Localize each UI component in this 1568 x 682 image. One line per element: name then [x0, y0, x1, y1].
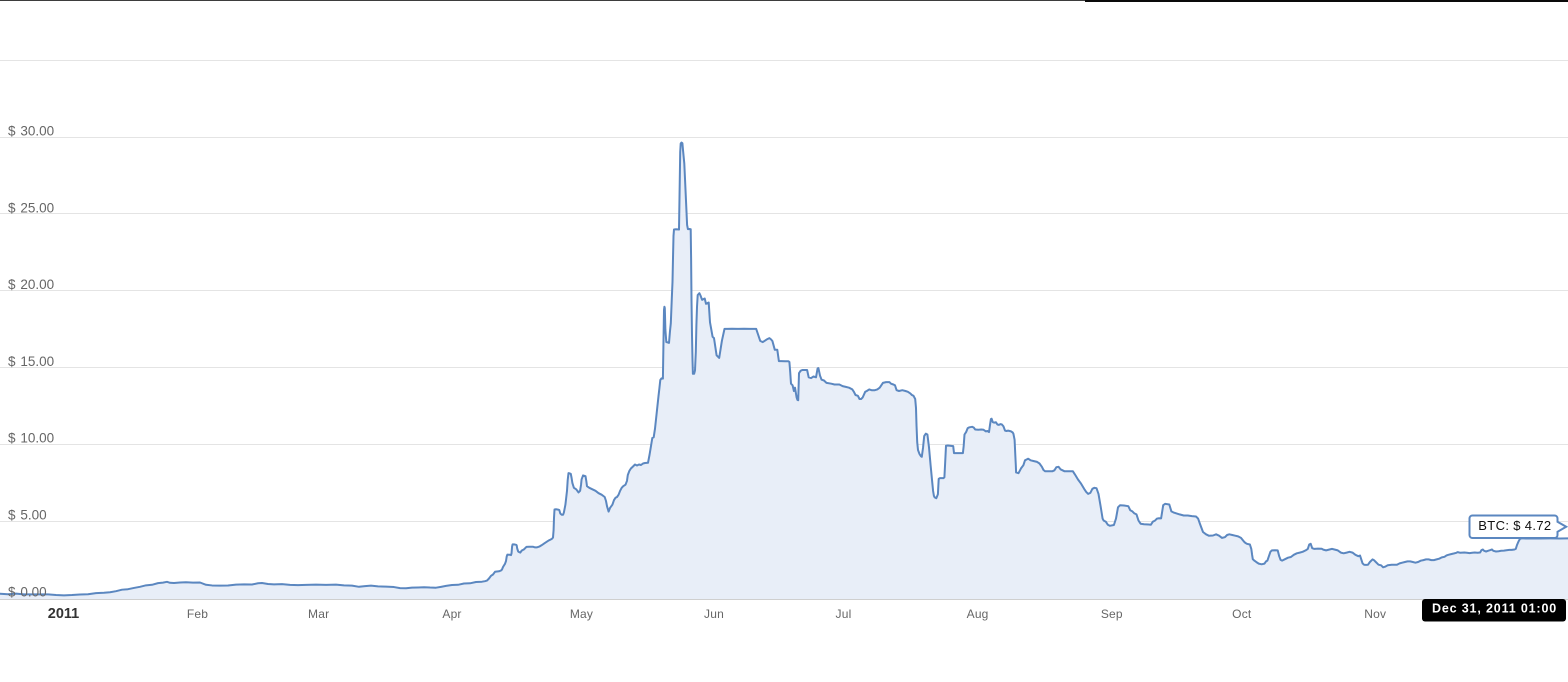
svg-text:$ 20.00: $ 20.00 [8, 277, 54, 292]
svg-text:2011: 2011 [48, 606, 79, 622]
svg-text:Feb: Feb [187, 607, 208, 621]
svg-text:$ 15.00: $ 15.00 [8, 354, 54, 369]
svg-text:Jun: Jun [704, 607, 724, 621]
svg-text:$ 30.00: $ 30.00 [8, 124, 54, 139]
svg-text:$ 5.00: $ 5.00 [8, 508, 47, 523]
svg-text:Aug: Aug [967, 607, 989, 621]
svg-text:$ 25.00: $ 25.00 [8, 200, 54, 215]
svg-text:Sep: Sep [1101, 607, 1123, 621]
svg-text:BTC: $ 4.72: BTC: $ 4.72 [1478, 518, 1551, 533]
svg-text:Jul: Jul [836, 607, 852, 621]
svg-text:$ 10.00: $ 10.00 [8, 431, 54, 446]
svg-text:Oct: Oct [1232, 607, 1252, 621]
svg-text:$ 0.00: $ 0.00 [8, 584, 47, 599]
svg-text:Mar: Mar [308, 607, 329, 621]
svg-text:May: May [570, 607, 593, 621]
svg-text:Apr: Apr [442, 607, 461, 621]
svg-text:Dec 31, 2011 01:00: Dec 31, 2011 01:00 [1432, 602, 1557, 616]
svg-text:Nov: Nov [1364, 607, 1386, 621]
